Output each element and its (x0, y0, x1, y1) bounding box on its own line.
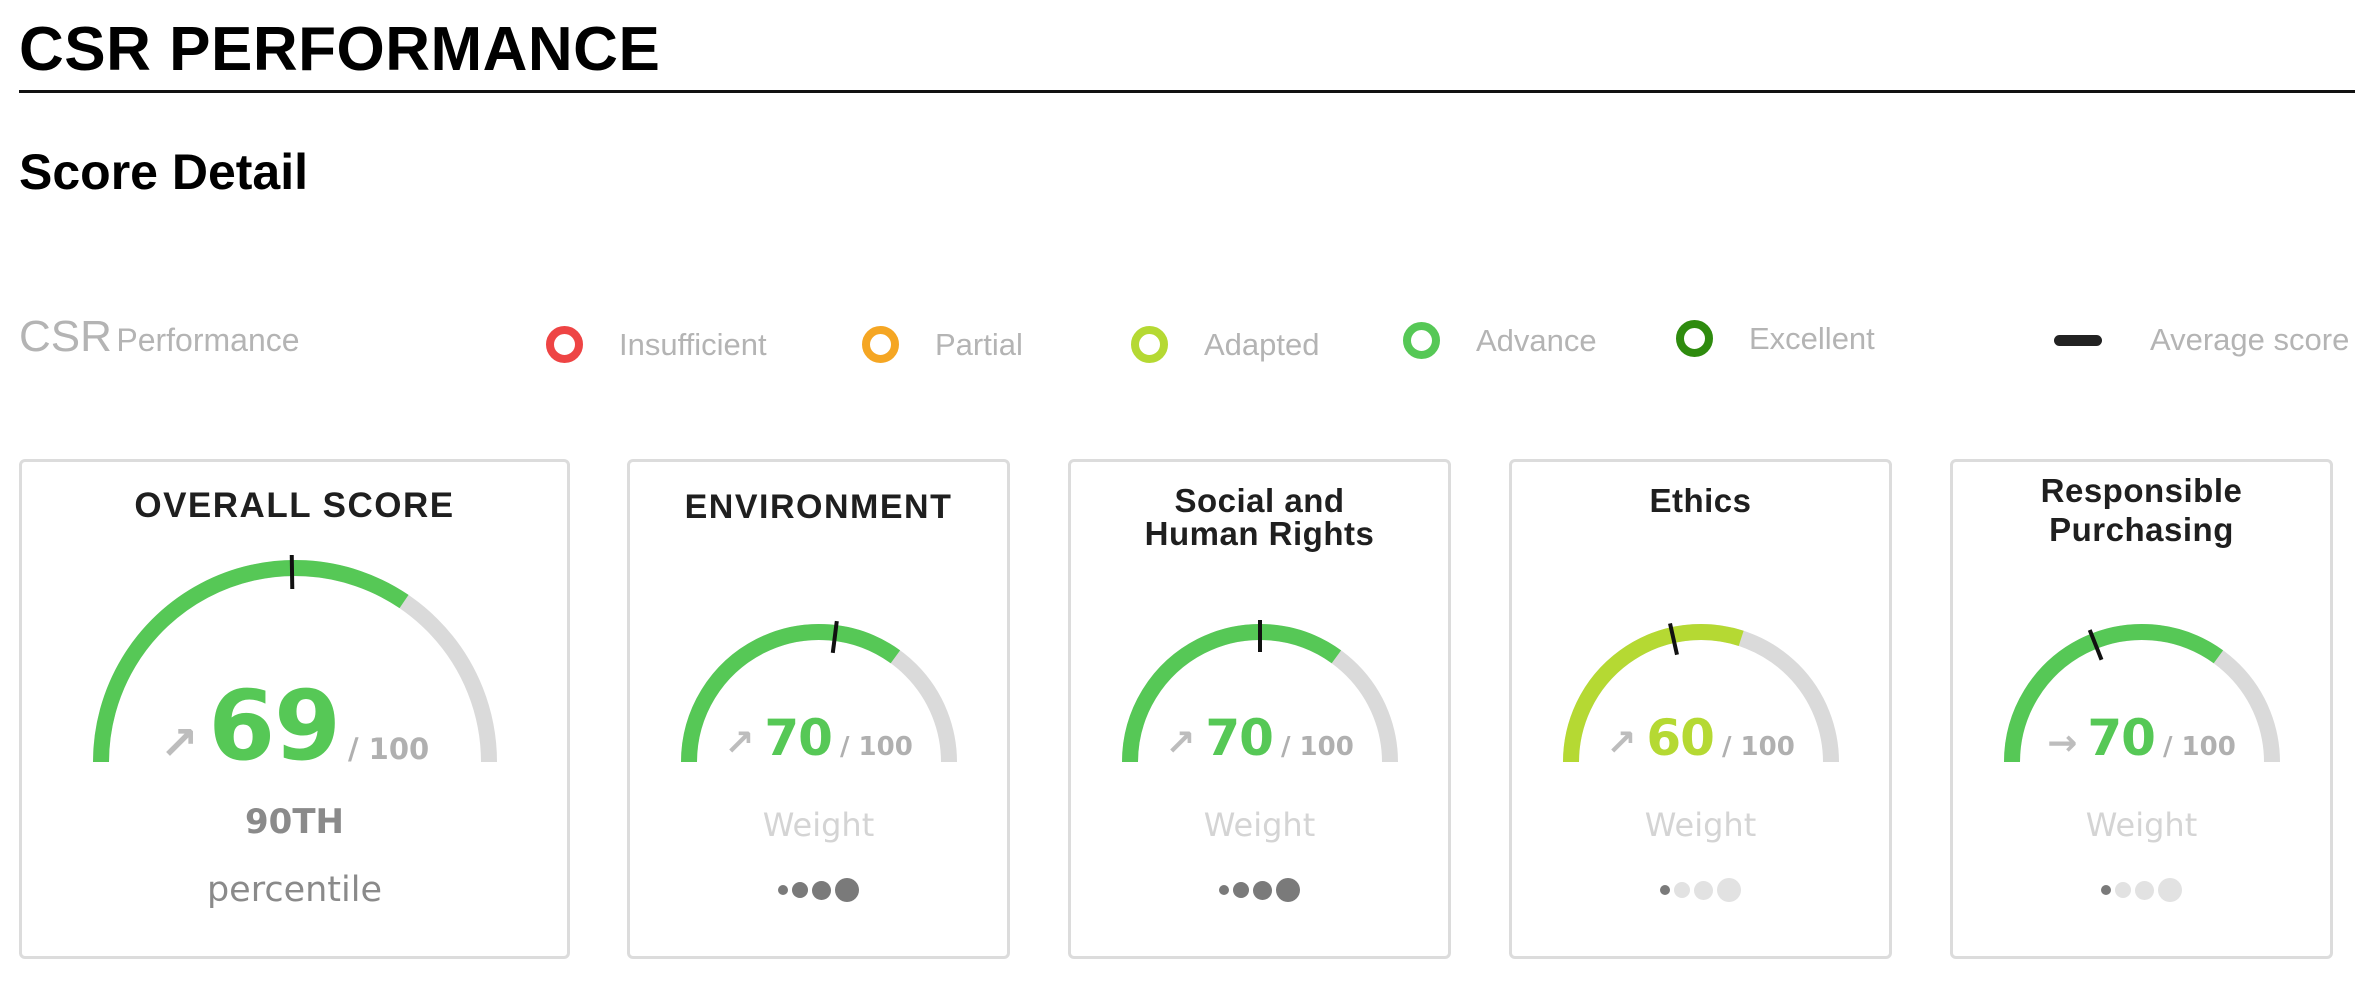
card-title: Social and Human Rights (1144, 482, 1375, 552)
percentile-label: percentile (206, 870, 383, 910)
legend-title-main: CSR (19, 312, 112, 361)
weight-label: Weight (1644, 806, 1757, 844)
score-row: ↗ 60 / 100 (1512, 709, 1889, 767)
legend-item-average: Average score (2054, 322, 2349, 358)
score-gauge (1563, 622, 1839, 763)
weight-dot (2101, 885, 2111, 895)
legend-title: CSR Performance (19, 312, 300, 362)
weight-dot (2158, 878, 2182, 902)
legend-label: Advance (1476, 322, 1597, 358)
adapted-ring-icon (1131, 326, 1168, 363)
card-title: ENVIRONMENT (684, 488, 953, 526)
overall-score-card[interactable]: OVERALL SCORE ↗ 69 / 100 90TH percentile (19, 459, 570, 959)
weight-dot (1694, 880, 1713, 900)
environment-card[interactable]: ENVIRONMENT ↗ 70 / 100 Weight (627, 459, 1010, 959)
page-title: CSR PERFORMANCE (19, 15, 661, 84)
score-max: / 100 (347, 732, 430, 766)
gauge-fill (93, 560, 409, 763)
legend-item-advance: Advance (1403, 322, 1597, 359)
score-value: 69 (208, 670, 341, 782)
ethics-card[interactable]: Ethics ↗ 60 / 100 Weight (1509, 459, 1892, 959)
weight-indicator (630, 875, 1007, 905)
score-row: ↗ 69 / 100 (22, 670, 567, 782)
trend-up-icon: ↗ (1606, 723, 1637, 764)
weight-dot (1674, 882, 1690, 898)
score-max: / 100 (839, 732, 913, 762)
gauge-fill (681, 624, 901, 763)
gauge-fill (1563, 624, 1744, 763)
weight-dot (1276, 878, 1300, 902)
score-max: / 100 (1721, 732, 1795, 762)
responsible-purchasing-card[interactable]: Responsible Purchasing → 70 / 100 Weight (1950, 459, 2333, 959)
score-max: / 100 (2162, 732, 2236, 762)
weight-dot (1717, 878, 1741, 902)
gauge-fill (1122, 624, 1342, 763)
legend-label: Average score (2150, 322, 2350, 357)
card-title: Responsible Purchasing (2040, 472, 2243, 548)
average-marker-icon (2054, 334, 2102, 346)
legend-label: Excellent (1749, 320, 1875, 356)
legend-item-excellent: Excellent (1676, 320, 1875, 357)
title-divider (19, 90, 2355, 93)
weight-dot (1219, 885, 1229, 895)
score-value: 60 (1646, 709, 1715, 767)
score-gauge (1122, 620, 1398, 763)
average-marker (2087, 629, 2104, 661)
weight-dot (812, 880, 831, 900)
weight-dot (2115, 882, 2131, 898)
weight-dot (1253, 880, 1272, 900)
weight-dot (1660, 885, 1670, 895)
legend-title-sub: Performance (116, 322, 300, 358)
weight-label: Weight (2085, 806, 2198, 844)
social-human-rights-card[interactable]: Social and Human Rights ↗ 70 / 100 Weigh… (1068, 459, 1451, 959)
score-row: → 70 / 100 (1953, 709, 2330, 767)
score-max: / 100 (1280, 732, 1354, 762)
advance-ring-icon (1403, 322, 1440, 359)
excellent-ring-icon (1676, 320, 1713, 357)
insufficient-ring-icon (546, 326, 583, 363)
legend-item-adapted: Adapted (1131, 326, 1320, 363)
score-gauge (681, 620, 957, 763)
weight-dot (792, 882, 808, 898)
score-value: 70 (1205, 709, 1274, 767)
performance-legend: CSR Performance Insufficient Partial Ada… (0, 300, 2363, 390)
weight-dot (778, 885, 788, 895)
legend-item-insufficient: Insufficient (546, 326, 767, 363)
section-title: Score Detail (19, 144, 309, 200)
weight-dot (2135, 880, 2154, 900)
legend-label: Adapted (1204, 326, 1320, 362)
score-row: ↗ 70 / 100 (1071, 709, 1448, 767)
legend-label: Insufficient (619, 326, 767, 362)
partial-ring-icon (862, 326, 899, 363)
trend-up-icon: ↗ (159, 716, 199, 770)
average-marker (830, 620, 839, 654)
gauge-fill (2004, 624, 2224, 763)
card-title: Ethics (1649, 482, 1752, 519)
weight-indicator (1953, 875, 2330, 905)
weight-label: Weight (762, 806, 875, 844)
score-gauge (2004, 624, 2280, 763)
average-marker (1668, 622, 1679, 656)
score-gauge (93, 554, 497, 763)
trend-up-icon: ↗ (1165, 723, 1196, 764)
trend-flat-icon: → (2047, 723, 2078, 764)
weight-indicator (1071, 875, 1448, 905)
weight-label: Weight (1203, 806, 1316, 844)
score-value: 70 (2087, 709, 2156, 767)
weight-indicator (1512, 875, 1889, 905)
score-value: 70 (764, 709, 833, 767)
average-marker (289, 554, 295, 590)
percentile-rank: 90TH (245, 802, 344, 842)
legend-label: Partial (935, 326, 1023, 362)
legend-item-partial: Partial (862, 326, 1023, 363)
weight-dot (1233, 882, 1249, 898)
trend-up-icon: ↗ (724, 723, 755, 764)
weight-dot (835, 878, 859, 902)
score-row: ↗ 70 / 100 (630, 709, 1007, 767)
card-title: OVERALL SCORE (134, 486, 455, 525)
